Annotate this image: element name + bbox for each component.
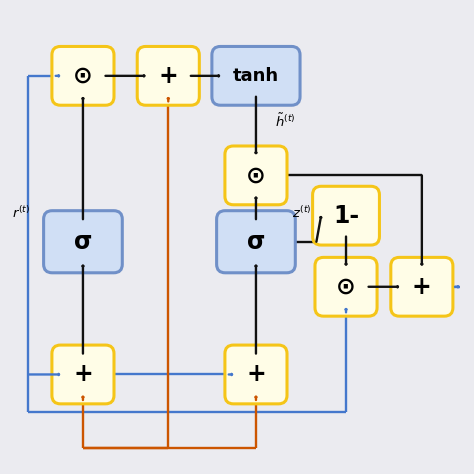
FancyBboxPatch shape	[52, 345, 114, 404]
FancyBboxPatch shape	[137, 46, 199, 105]
FancyBboxPatch shape	[212, 46, 300, 105]
FancyBboxPatch shape	[44, 210, 122, 273]
FancyBboxPatch shape	[217, 210, 295, 273]
Text: σ: σ	[247, 230, 265, 254]
Text: +: +	[73, 363, 93, 386]
FancyBboxPatch shape	[313, 186, 379, 245]
Text: $r^{(t)}$: $r^{(t)}$	[12, 205, 30, 221]
FancyBboxPatch shape	[315, 257, 377, 316]
Text: 1-: 1-	[333, 204, 359, 228]
Text: +: +	[158, 64, 178, 88]
Text: σ: σ	[74, 230, 92, 254]
FancyBboxPatch shape	[391, 257, 453, 316]
FancyBboxPatch shape	[52, 46, 114, 105]
Text: tanh: tanh	[233, 67, 279, 85]
Text: +: +	[412, 275, 432, 299]
Text: $\tilde{h}^{(t)}$: $\tilde{h}^{(t)}$	[275, 112, 295, 129]
Text: +: +	[246, 363, 266, 386]
FancyBboxPatch shape	[225, 146, 287, 205]
Text: ⊙: ⊙	[336, 275, 356, 299]
Text: $z^{(t)}$: $z^{(t)}$	[292, 205, 311, 221]
FancyBboxPatch shape	[225, 345, 287, 404]
Text: ⊙: ⊙	[246, 164, 266, 187]
Text: ⊙: ⊙	[73, 64, 93, 88]
